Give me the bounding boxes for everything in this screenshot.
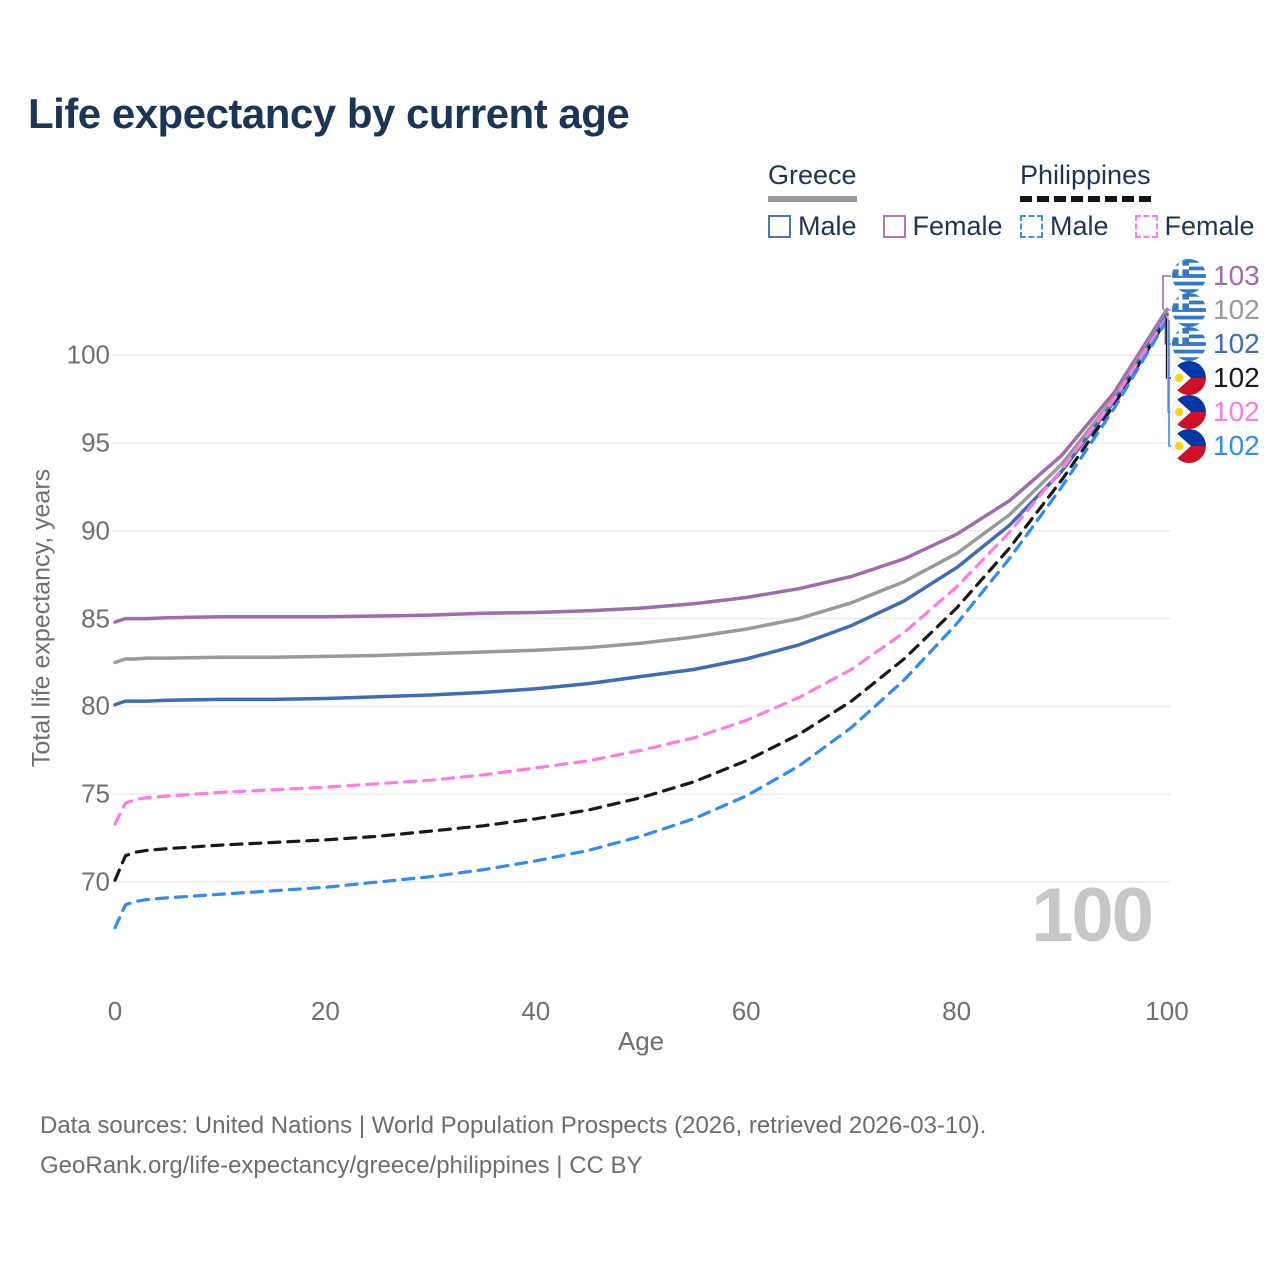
end-label-row-philippines-male: 102 [1172, 429, 1260, 463]
legend-entry-label: Female [1164, 211, 1255, 241]
x-tick-80: 80 [942, 996, 972, 1026]
end-value-greece-female: 103 [1213, 260, 1260, 291]
legend-group-philippines: Philippines Male Female [1020, 160, 1255, 242]
page-title: Life expectancy by current age [28, 90, 630, 137]
end-value-philippines-female: 102 [1213, 396, 1260, 427]
series-philippines-female [113, 315, 1169, 826]
legend-entry-philippines-male[interactable]: Male [1020, 211, 1109, 242]
gridlines [112, 354, 1170, 883]
legend-swatch-icon [882, 215, 906, 238]
connector-greece-total [1163, 309, 1171, 314]
y-tick-75: 75 [81, 778, 110, 809]
end-value-greece-total: 102 [1213, 294, 1260, 325]
end-label-connectors [1162, 275, 1171, 447]
y-tick-70: 70 [81, 866, 110, 897]
end-label-row-philippines-female: 102 [1172, 395, 1260, 429]
end-label-row-greece-female: 103 [1172, 259, 1260, 293]
greece-flag-icon [1172, 327, 1206, 361]
legend-entry-philippines-female[interactable]: Female [1134, 211, 1255, 242]
greece-flag-icon [1172, 293, 1206, 327]
end-value-philippines-male: 102 [1213, 430, 1260, 461]
series-greece-total [113, 311, 1169, 665]
x-tick-0: 0 [107, 996, 123, 1026]
connector-greece-female [1162, 275, 1171, 310]
x-tick-20: 20 [310, 996, 340, 1026]
connector-philippines-male [1168, 320, 1171, 447]
y-tick-85: 85 [81, 603, 110, 634]
y-tick-95: 95 [81, 427, 110, 458]
legend-swatch-icon [1134, 215, 1158, 238]
legend-swatch-icon [768, 215, 791, 238]
greece-flag-icon [1172, 259, 1206, 293]
end-value-greece-male: 102 [1213, 328, 1260, 359]
end-label-row-philippines-total: 102 [1172, 361, 1260, 395]
y-tick-80: 80 [81, 690, 110, 721]
connector-philippines-female [1167, 316, 1171, 413]
end-value-philippines-total: 102 [1213, 362, 1260, 393]
footer-attribution: GeoRank.org/life-expectancy/greece/phili… [40, 1152, 643, 1179]
philippines-flag-icon [1172, 361, 1206, 395]
series-greece-female [113, 307, 1169, 624]
footer-data-sources: Data sources: United Nations | World Pop… [40, 1112, 987, 1139]
philippines-flag-icon [1172, 395, 1206, 429]
legend-entry-label: Female [912, 211, 1003, 241]
series-philippines-male [113, 318, 1169, 930]
x-tick-40: 40 [521, 996, 551, 1026]
end-label-row-greece-male: 102 [1172, 327, 1260, 361]
y-tick-90: 90 [81, 515, 110, 546]
end-label-row-greece-total: 102 [1172, 293, 1260, 327]
series-greece-male [113, 313, 1169, 707]
legend-entry-label: Male [798, 211, 857, 241]
legend-group-title-greece: Greece [768, 160, 857, 202]
x-axis-title: Age [617, 1026, 665, 1056]
series-lines [113, 307, 1169, 930]
philippines-flag-icon [1172, 429, 1206, 463]
legend-group-greece: Greece Male Female [768, 160, 1003, 242]
series-philippines-total [113, 316, 1169, 882]
footer: Data sources: United Nations | World Pop… [40, 1106, 986, 1186]
x-tick-100: 100 [1145, 996, 1189, 1026]
legend-swatch-icon [1020, 215, 1043, 238]
legend-entry-greece-male[interactable]: Male [768, 211, 857, 242]
legend-entry-label: Male [1050, 211, 1109, 241]
age-counter-watermark: 100 [1031, 873, 1154, 958]
x-tick-60: 60 [731, 996, 761, 1026]
legend-entry-greece-female[interactable]: Female [882, 211, 1003, 242]
y-tick-100: 100 [66, 339, 110, 370]
legend-group-title-philippines: Philippines [1020, 160, 1151, 202]
